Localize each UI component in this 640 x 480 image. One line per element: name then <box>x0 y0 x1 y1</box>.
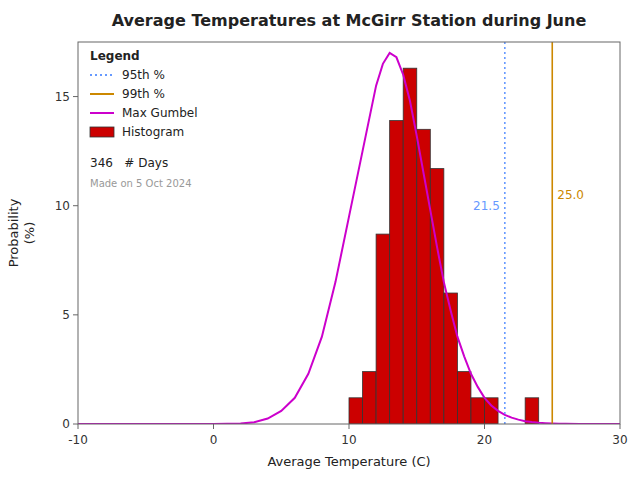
chart: -10 0 10 20 30 0 5 10 15 Average Temperatures at … <box>0 0 640 480</box>
note: 346 # Days <box>90 156 168 170</box>
x-tick <box>213 424 214 429</box>
legend-swatch <box>90 112 114 114</box>
legend-title: Legend <box>90 49 140 63</box>
legend-label: Max Gumbel <box>122 106 198 120</box>
y-tick-label: 5 <box>62 308 70 322</box>
y-tick <box>73 96 78 97</box>
x-tick-label: -10 <box>68 433 88 447</box>
x-tick <box>78 424 79 429</box>
reference-line <box>551 42 553 424</box>
plot-area <box>78 42 620 424</box>
legend-swatch <box>90 93 114 95</box>
title: Average Temperatures at McGirr Station d… <box>112 11 587 30</box>
legend-swatch <box>90 74 114 76</box>
histogram-bar <box>430 169 444 424</box>
note: Made on 5 Oct 2024 <box>90 178 192 189</box>
y-tick-label: 10 <box>55 199 70 213</box>
reference-label: 21.5 <box>473 199 500 213</box>
histogram-bar <box>349 398 363 424</box>
x-tick <box>484 424 485 429</box>
histogram-bar <box>457 372 471 424</box>
y-tick-label: 15 <box>55 90 70 104</box>
y-axis-label-line: (%) <box>22 222 37 245</box>
x-axis-label: Average Temperature (C) <box>267 454 430 469</box>
y-axis-label-line: Probability <box>6 198 21 267</box>
x-tick-label: 10 <box>341 433 356 447</box>
y-tick <box>73 424 78 425</box>
histogram-bar <box>363 372 377 424</box>
y-tick <box>73 314 78 315</box>
legend-label: 95th % <box>122 68 165 82</box>
y-axis-label: Probability(%) <box>6 198 37 267</box>
background <box>0 0 640 480</box>
reference-line <box>504 42 506 424</box>
plot-frame <box>78 42 620 424</box>
x-tick-label: 20 <box>477 433 492 447</box>
x-tick-label: 0 <box>210 433 218 447</box>
y-tick-label: 0 <box>62 417 70 431</box>
legend-swatch <box>90 127 114 137</box>
histogram-bar <box>525 398 539 424</box>
histogram-bar <box>376 234 390 424</box>
histogram-bar <box>485 398 499 424</box>
x-tick <box>349 424 350 429</box>
curve-line <box>78 53 620 424</box>
legend-label: Histogram <box>122 125 184 139</box>
y-tick <box>73 205 78 206</box>
x-tick <box>620 424 621 429</box>
histogram-bar <box>390 121 404 424</box>
legend-label: 99th % <box>122 87 165 101</box>
reference-label: 25.0 <box>557 188 584 202</box>
histogram-bar <box>471 398 485 424</box>
legend: Legend 95th % 99th % Max Gumbel Histogram <box>90 49 198 139</box>
x-tick-label: 30 <box>612 433 627 447</box>
